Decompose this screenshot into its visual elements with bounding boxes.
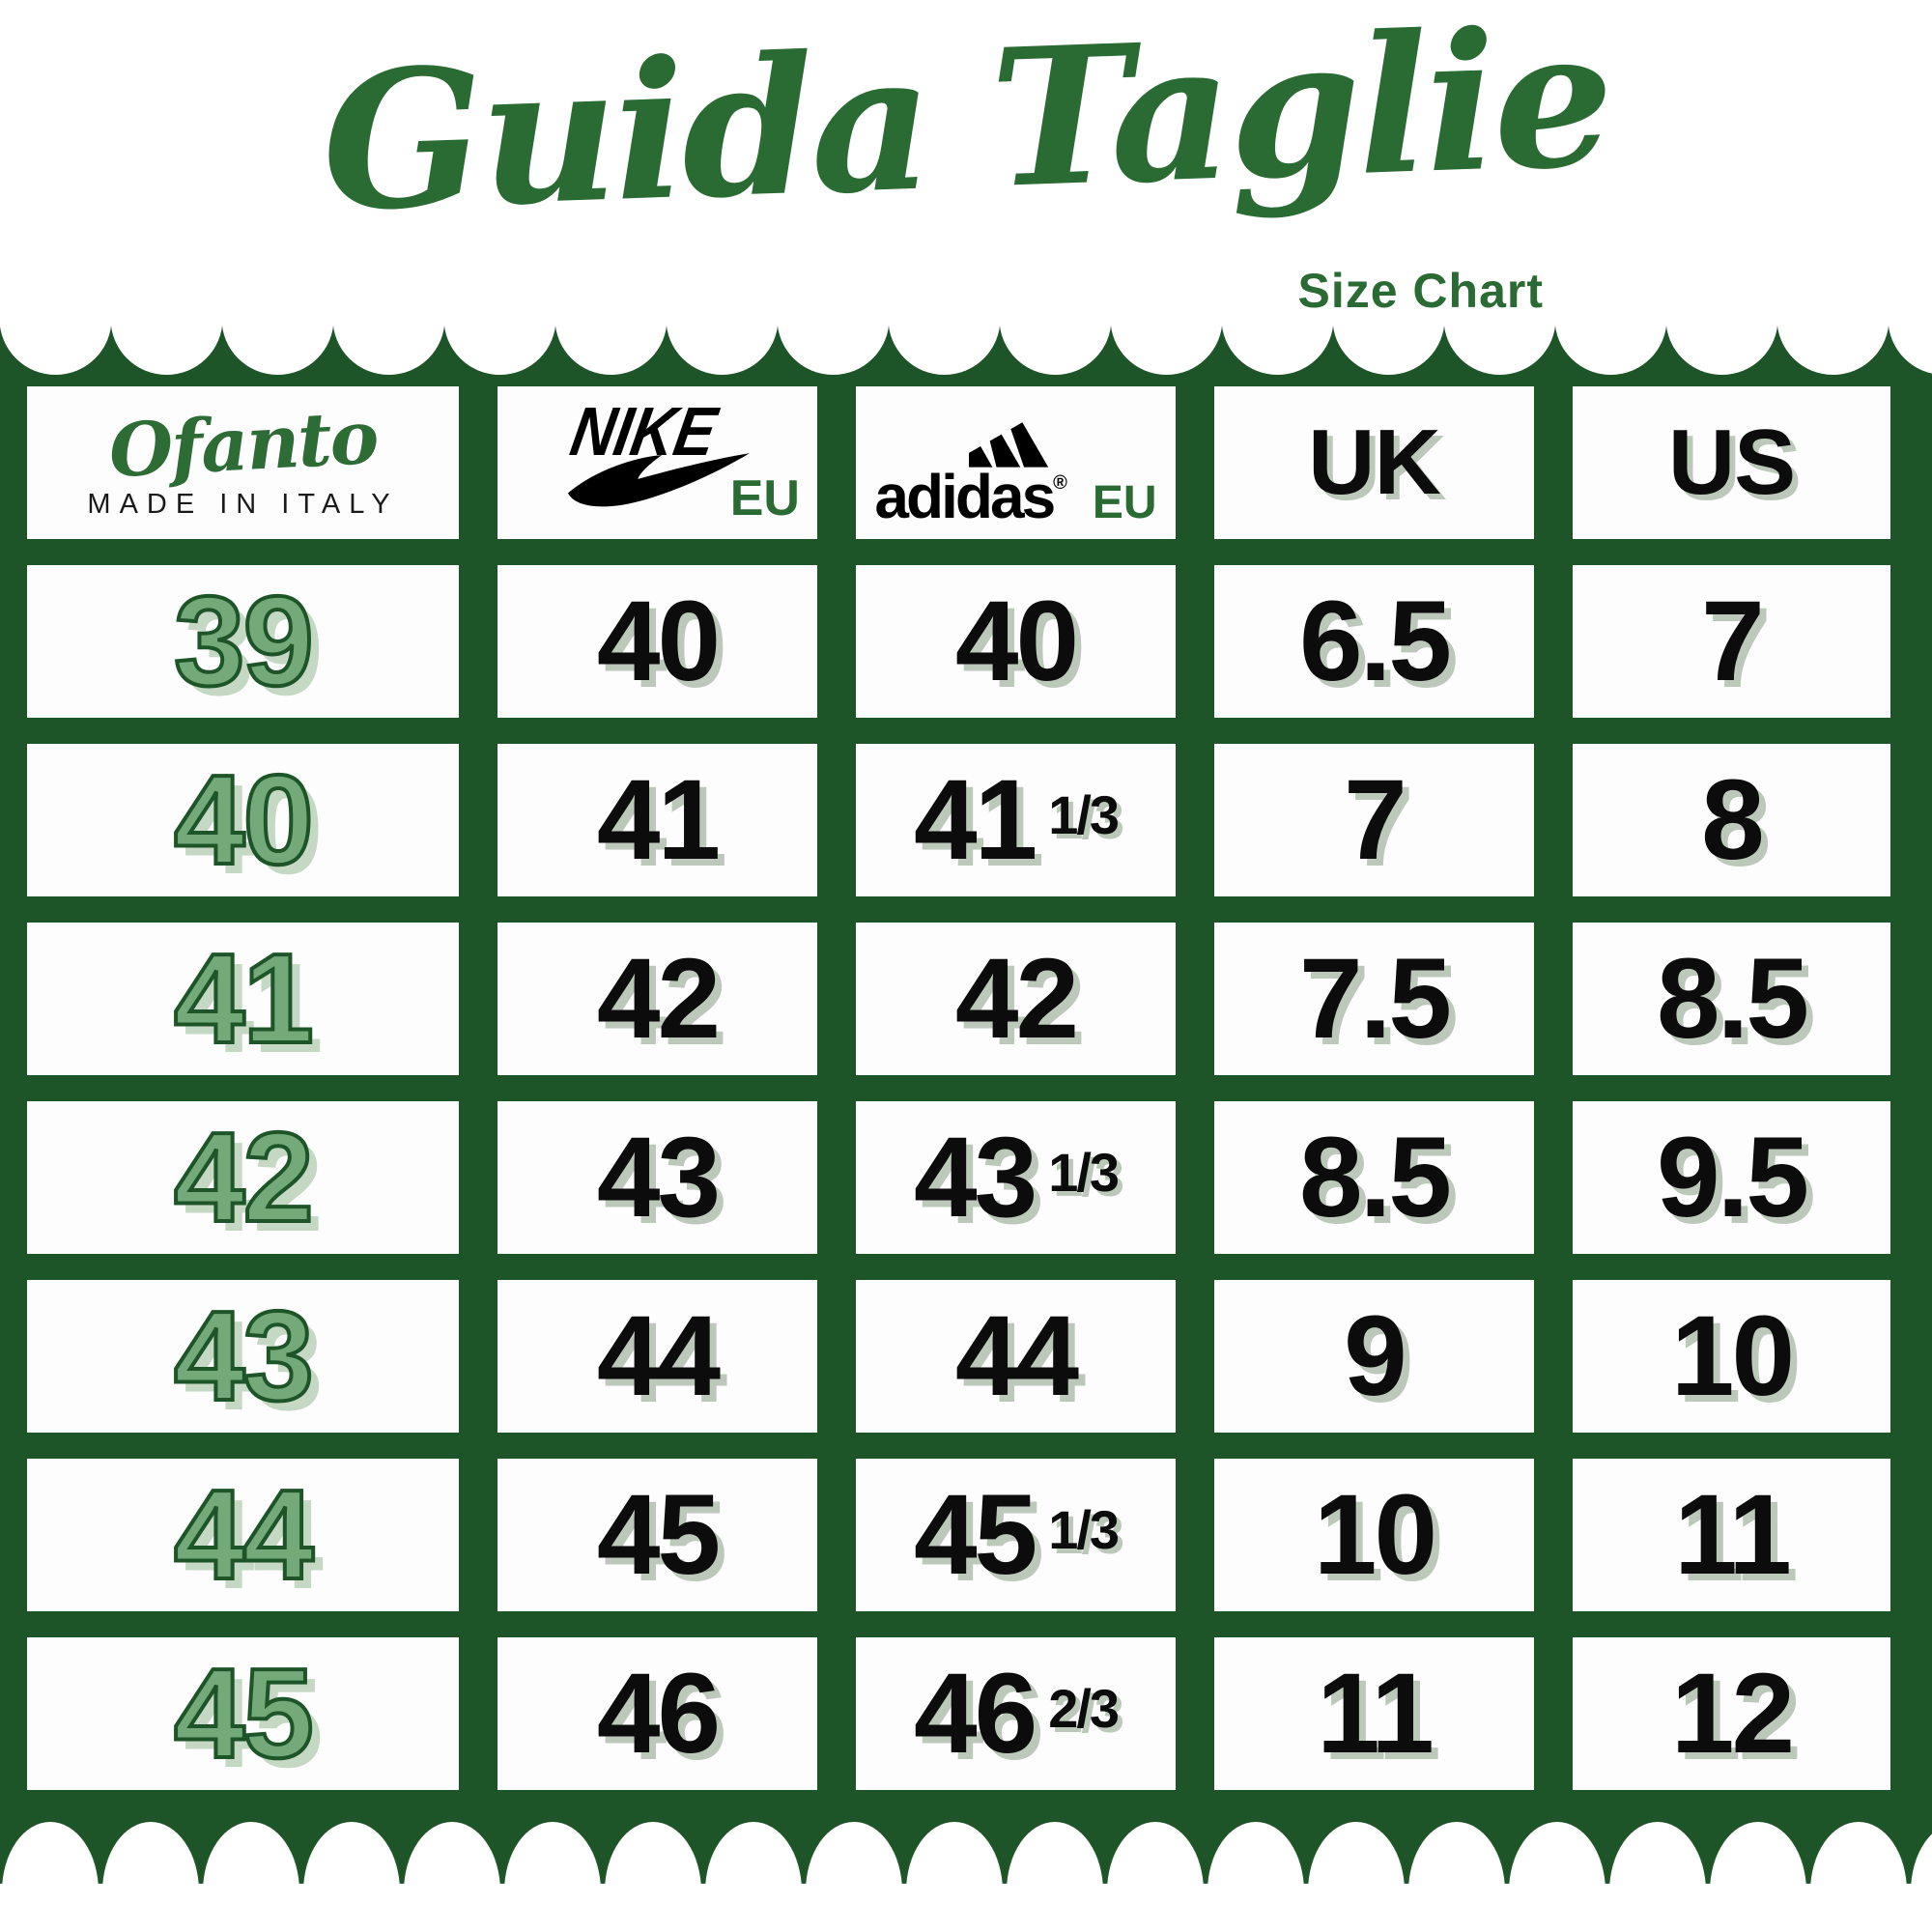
page-title: Guida Taglie <box>318 0 1614 255</box>
uk-size: 7 <box>1344 756 1407 884</box>
uk-size: 7.5 <box>1298 935 1452 1063</box>
ofanto-size: 39 <box>172 570 316 712</box>
uk-size-cell: 7.5 <box>1214 923 1534 1075</box>
adidas-size-cell: 40 <box>856 565 1176 718</box>
ofanto-logo: Ofanto <box>106 393 380 494</box>
adidas-size-cell: 44 <box>856 1280 1176 1433</box>
nike-size-cell: 41 <box>497 744 817 896</box>
adidas-registered-mark: ® <box>1053 472 1067 494</box>
nike-size: 41 <box>596 756 721 884</box>
us-size-cell: 7 <box>1573 565 1890 718</box>
uk-size: 11 <box>1317 1650 1435 1777</box>
adidas-size: 46 <box>913 1650 1037 1777</box>
ofanto-size-cell: 42 <box>27 1101 459 1254</box>
nike-eu-label: EU <box>729 470 800 526</box>
ofanto-size: 43 <box>172 1285 316 1427</box>
nike-logo: NIKE <box>529 394 759 511</box>
uk-size-cell: 6.5 <box>1214 565 1534 718</box>
us-size: 10 <box>1670 1293 1795 1420</box>
us-size-cell: 8 <box>1573 744 1890 896</box>
adidas-size-fraction: 2/3 <box>1048 1677 1120 1739</box>
adidas-size: 41 <box>913 756 1037 884</box>
uk-size: 10 <box>1313 1471 1437 1599</box>
ofanto-size: 45 <box>172 1642 316 1784</box>
ofanto-size-cell: 45 <box>27 1637 459 1790</box>
scallop-bottom-edge <box>0 1822 1932 1932</box>
uk-header-cell: UK <box>1214 386 1534 539</box>
uk-size: 9 <box>1344 1293 1407 1420</box>
us-size-cell: 12 <box>1573 1637 1890 1790</box>
scallop-top-edge <box>0 319 1932 375</box>
ofanto-size: 41 <box>172 927 316 1069</box>
page-subtitle: Size Chart <box>1297 264 1544 318</box>
uk-header-label: UK <box>1308 411 1441 514</box>
ofanto-tagline: MADE IN ITALY <box>87 488 399 520</box>
adidas-size: 43 <box>913 1114 1037 1241</box>
nike-size: 44 <box>596 1293 721 1420</box>
uk-size-cell: 9 <box>1214 1280 1534 1433</box>
nike-size-cell: 42 <box>497 923 817 1075</box>
nike-size-cell: 45 <box>497 1459 817 1611</box>
uk-size: 8.5 <box>1298 1114 1452 1241</box>
nike-swoosh-icon <box>567 453 750 507</box>
nike-size-cell: 44 <box>497 1280 817 1433</box>
ofanto-header-cell: Ofanto MADE IN ITALY <box>27 386 459 539</box>
uk-size-cell: 8.5 <box>1214 1101 1534 1254</box>
nike-size: 46 <box>596 1650 721 1777</box>
adidas-stripes-icon <box>968 422 1048 468</box>
ofanto-size-cell: 41 <box>27 923 459 1075</box>
nike-size: 40 <box>596 578 721 705</box>
adidas-size-fraction: 1/3 <box>1048 783 1120 845</box>
us-size: 11 <box>1674 1471 1792 1599</box>
uk-size-cell: 7 <box>1214 744 1534 896</box>
adidas-wordmark: adidas <box>874 462 1056 531</box>
uk-size: 6.5 <box>1298 578 1452 705</box>
adidas-size: 45 <box>913 1471 1037 1599</box>
us-size-cell: 10 <box>1573 1280 1890 1433</box>
us-size: 12 <box>1670 1650 1795 1777</box>
us-size-cell: 11 <box>1573 1459 1890 1611</box>
adidas-size-cell: 46 2/3 <box>856 1637 1176 1790</box>
adidas-eu-label: EU <box>1092 477 1157 528</box>
adidas-size-cell: 41 1/3 <box>856 744 1176 896</box>
ofanto-size-cell: 43 <box>27 1280 459 1433</box>
nike-size-cell: 46 <box>497 1637 817 1790</box>
ofanto-size-cell: 40 <box>27 744 459 896</box>
nike-wordmark: NIKE <box>565 393 723 471</box>
ofanto-size-cell: 39 <box>27 565 459 718</box>
us-header-cell: US <box>1573 386 1890 539</box>
us-size-cell: 9.5 <box>1573 1101 1890 1254</box>
adidas-size-fraction: 1/3 <box>1048 1141 1120 1203</box>
nike-size: 42 <box>596 935 721 1063</box>
nike-header-cell: NIKE EU <box>497 386 817 539</box>
adidas-size-cell: 45 1/3 <box>856 1459 1176 1611</box>
uk-size-cell: 10 <box>1214 1459 1534 1611</box>
nike-size-cell: 40 <box>497 565 817 718</box>
adidas-size: 42 <box>954 935 1079 1063</box>
us-size: 9.5 <box>1656 1114 1809 1241</box>
ofanto-size-cell: 44 <box>27 1459 459 1611</box>
adidas-size-fraction: 1/3 <box>1048 1498 1120 1560</box>
nike-size-cell: 43 <box>497 1101 817 1254</box>
adidas-size-cell: 42 <box>856 923 1176 1075</box>
ofanto-size: 40 <box>172 749 316 891</box>
adidas-size: 44 <box>954 1293 1079 1420</box>
ofanto-size: 42 <box>172 1106 316 1248</box>
us-header-label: US <box>1667 411 1796 514</box>
size-table: Ofanto MADE IN ITALY NIKE EU adidas ® EU… <box>27 386 1890 1790</box>
adidas-size: 40 <box>954 578 1079 705</box>
adidas-header-cell: adidas ® EU <box>856 386 1176 539</box>
uk-size-cell: 11 <box>1214 1637 1534 1790</box>
nike-size: 45 <box>596 1471 721 1599</box>
nike-size: 43 <box>596 1114 721 1241</box>
us-size: 8.5 <box>1656 935 1809 1063</box>
us-size-cell: 8.5 <box>1573 923 1890 1075</box>
us-size: 7 <box>1701 578 1765 705</box>
us-size: 8 <box>1701 756 1765 884</box>
adidas-size-cell: 43 1/3 <box>856 1101 1176 1254</box>
ofanto-size: 44 <box>172 1463 316 1605</box>
